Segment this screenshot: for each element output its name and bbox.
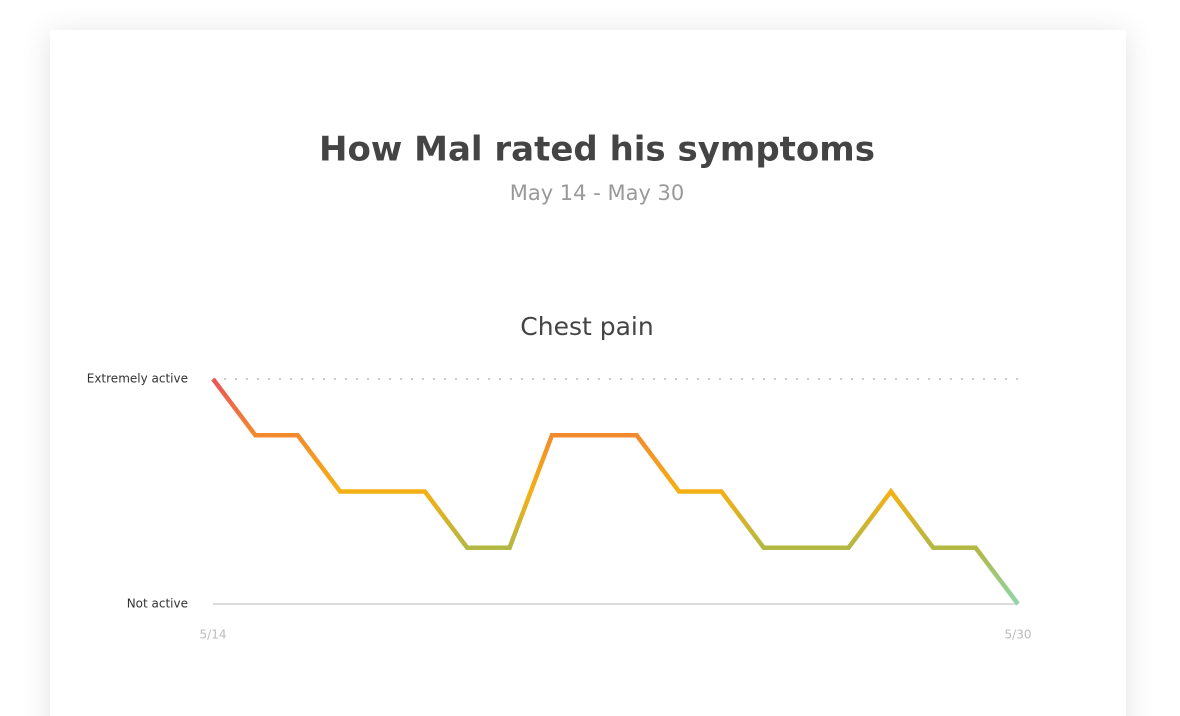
subtitle: May 14 - May 30 <box>510 181 685 205</box>
x-tick-label: 5/30 <box>1005 628 1032 642</box>
chart-title: Chest pain <box>520 312 653 341</box>
y-tick-label: Not active <box>127 597 188 611</box>
card <box>50 30 1126 716</box>
line <box>211 377 1020 606</box>
x-tick-label: 5/14 <box>200 628 227 642</box>
title: How Mal rated his symptoms <box>319 130 875 170</box>
y-tick-label: Extremely active <box>87 372 188 386</box>
